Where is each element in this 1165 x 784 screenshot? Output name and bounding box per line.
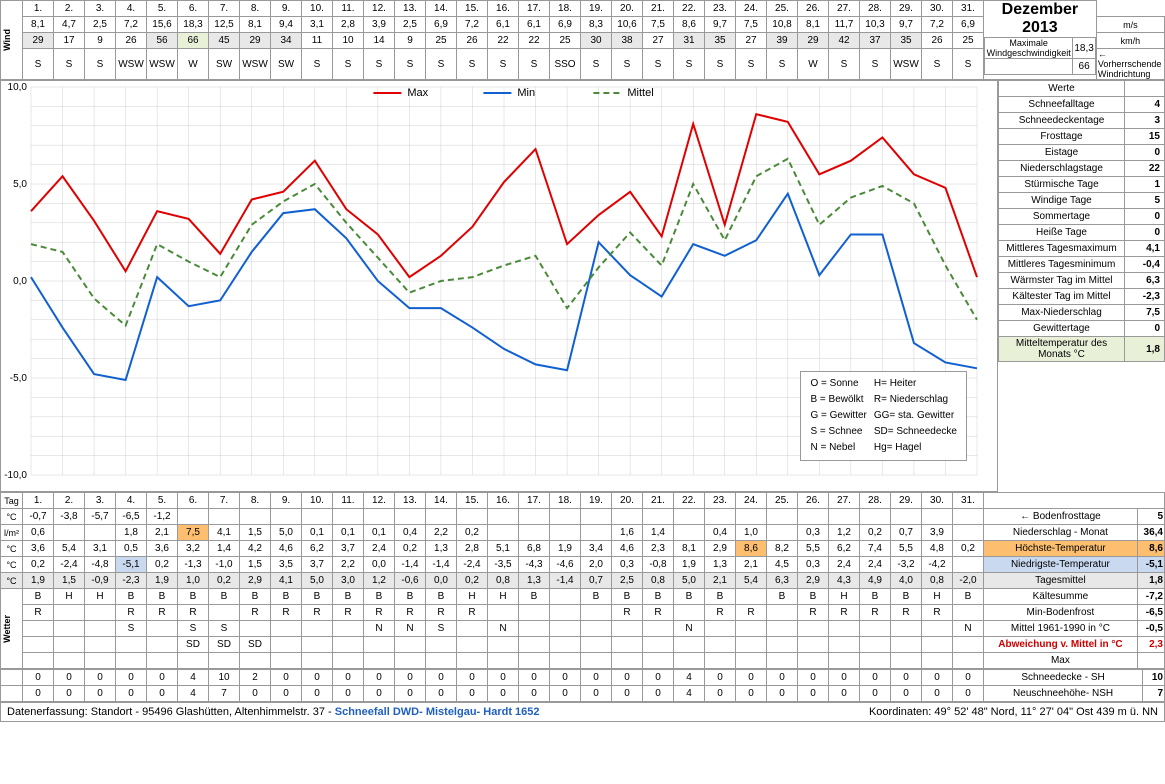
wind-table: Wind1.2.3.4.5.6.7.8.9.10.11.12.13.14.15.… (0, 0, 1165, 80)
svg-text:5,0: 5,0 (13, 179, 27, 190)
stats-panel: WerteSchneefalltage4Schneedeckentage3Fro… (998, 80, 1165, 362)
legend-abbr: O = SonneH= HeiterB = BewölktR= Niedersc… (800, 371, 967, 461)
footer: Datenerfassung: Standort - 95496 Glashüt… (0, 702, 1165, 722)
svg-text:-5,0: -5,0 (10, 373, 28, 384)
wetter-label: Wetter (2, 615, 12, 643)
page-title: Dezember 2013 (984, 1, 1096, 37)
svg-text:0,0: 0,0 (13, 276, 27, 287)
svg-text:-10,0: -10,0 (4, 470, 27, 481)
svg-text:10,0: 10,0 (8, 82, 28, 93)
snow-table: 00000410200000000000004000000000Schneede… (0, 669, 1165, 702)
svg-text:Min: Min (517, 87, 535, 99)
wind-label: Wind (2, 29, 12, 51)
data-table: Tag1.2.3.4.5.6.7.8.9.10.11.12.13.14.15.1… (0, 492, 1165, 669)
svg-text:Mittel: Mittel (627, 87, 653, 99)
svg-text:Max: Max (407, 87, 428, 99)
footer-link[interactable]: Schneefall DWD- Mistelgau- Hardt 1652 (335, 706, 540, 718)
